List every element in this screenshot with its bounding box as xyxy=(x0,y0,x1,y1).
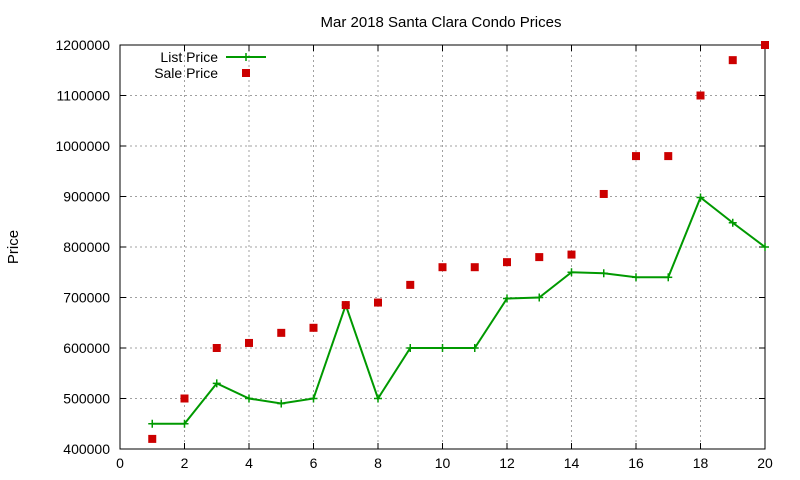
sale-price-point xyxy=(406,280,415,289)
sale-price-point xyxy=(148,434,157,443)
x-tick-label: 8 xyxy=(374,455,382,471)
sale-price-point xyxy=(632,152,640,161)
list-price-point xyxy=(470,344,479,352)
axis-ticks: 0 2 4 6 8 10 12 14 16 18 20 400000 500000 600000 70000… xyxy=(55,37,773,471)
y-tick-label: 1100000 xyxy=(57,88,111,104)
list-price-point xyxy=(567,268,576,277)
sale-price-point xyxy=(664,152,673,161)
legend-plus-swatch xyxy=(242,53,250,61)
list-price-point xyxy=(406,344,415,352)
sale-price-point xyxy=(245,338,253,347)
list-price-point xyxy=(374,394,382,403)
y-tick-label: 1000000 xyxy=(55,138,110,154)
x-tick-label: 10 xyxy=(435,455,451,471)
y-tick-label: 900000 xyxy=(63,189,110,205)
list-price-line xyxy=(152,195,766,425)
x-tick-label: 6 xyxy=(310,455,318,471)
y-axis-label: Price xyxy=(5,230,22,264)
list-price-point xyxy=(277,399,286,408)
y-tick-label: 800000 xyxy=(63,239,110,255)
legend-label: Sale Price xyxy=(154,65,218,81)
list-price-point xyxy=(664,273,673,282)
sale-price-point xyxy=(180,394,189,403)
y-tick-label: 400000 xyxy=(63,441,110,457)
y-tick-label: 1200000 xyxy=(55,37,110,53)
sale-price-point xyxy=(761,41,769,49)
sale-price-point xyxy=(728,56,737,65)
list-price-point xyxy=(535,293,544,302)
sale-price-point xyxy=(309,323,318,332)
sale-price-point xyxy=(535,253,544,262)
y-tick-label: 600000 xyxy=(63,340,110,356)
list-price-point xyxy=(632,273,640,282)
sale-price-point xyxy=(470,263,479,272)
x-tick-label: 12 xyxy=(499,455,515,471)
sale-price-point xyxy=(212,344,221,352)
grid xyxy=(120,45,765,449)
x-tick-label: 0 xyxy=(116,455,124,471)
sale-price-point xyxy=(374,298,382,307)
list-price-point xyxy=(309,394,318,403)
y-tick-label: 700000 xyxy=(63,290,110,306)
list-price-point xyxy=(245,394,253,403)
list-price-point xyxy=(728,218,737,227)
legend-square-swatch xyxy=(242,69,250,77)
x-tick-label: 20 xyxy=(757,455,773,471)
sale-price-point xyxy=(567,250,576,259)
list-price-point xyxy=(761,243,769,251)
sale-price-point xyxy=(503,258,511,267)
x-tick-label: 18 xyxy=(693,455,709,471)
sale-price-point xyxy=(696,91,705,100)
y-tick-label: 500000 xyxy=(63,391,110,407)
sale-price-point xyxy=(438,263,447,272)
x-tick-label: 2 xyxy=(181,455,189,471)
list-price-point xyxy=(212,379,221,388)
list-price-point xyxy=(438,344,447,352)
chart-title: Mar 2018 Santa Clara Condo Prices xyxy=(321,14,562,31)
list-price-point xyxy=(503,294,511,303)
x-tick-label: 4 xyxy=(245,455,253,471)
x-tick-label: 16 xyxy=(628,455,644,471)
list-price-point xyxy=(599,269,608,278)
sale-price-point xyxy=(341,301,350,310)
series-layer xyxy=(148,41,769,443)
legend-label: List Price xyxy=(160,49,218,65)
sale-price-point xyxy=(277,328,286,337)
x-tick-label: 14 xyxy=(564,455,580,471)
list-price-point xyxy=(148,419,157,428)
sale-price-point xyxy=(599,189,608,198)
list-price-point xyxy=(696,193,705,202)
list-price-point xyxy=(180,419,189,428)
